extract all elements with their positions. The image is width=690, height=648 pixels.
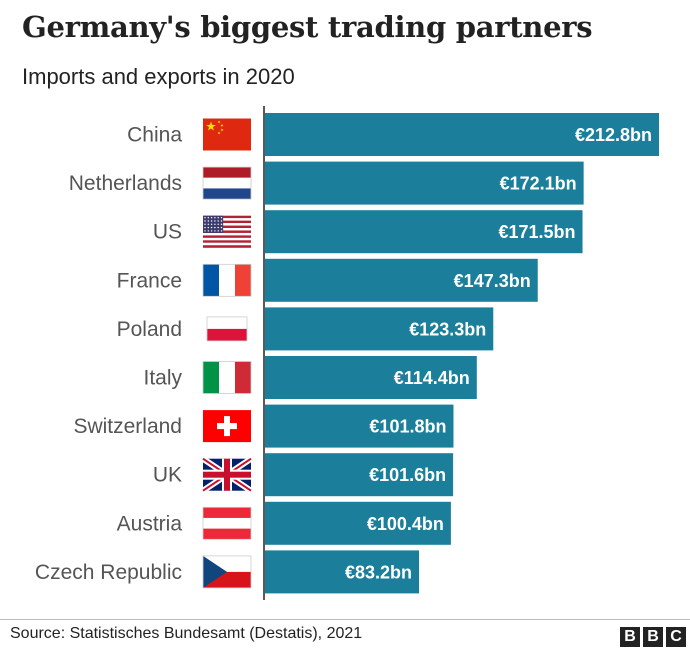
- category-label: China: [127, 124, 182, 147]
- italy-flag-icon: [202, 361, 252, 394]
- us-flag-icon: [203, 215, 251, 248]
- value-label: €114.4bn: [394, 368, 470, 388]
- uk-flag-icon: [201, 456, 253, 494]
- bbc-logo: B B C: [620, 627, 686, 647]
- category-label: Czech Republic: [35, 561, 182, 584]
- value-label: €123.3bn: [409, 319, 486, 339]
- value-label: €100.4bn: [367, 514, 444, 534]
- value-label: €171.5bn: [498, 222, 575, 242]
- bbc-logo-letter: B: [620, 627, 640, 647]
- netherlands-flag-icon: [202, 166, 252, 200]
- bar: [265, 161, 584, 205]
- value-label: €101.8bn: [369, 417, 446, 437]
- footer-divider: [0, 619, 690, 620]
- source-note: Source: Statistisches Bundesamt (Destati…: [10, 625, 363, 642]
- china-flag-icon: [203, 118, 251, 151]
- value-label: €147.3bn: [454, 271, 531, 291]
- category-label: Austria: [117, 512, 183, 535]
- value-label: €83.2bn: [345, 562, 412, 582]
- category-label: Italy: [143, 367, 182, 390]
- bar: [265, 453, 454, 497]
- bar: [265, 210, 583, 254]
- value-label: €101.6bn: [369, 465, 446, 485]
- category-label: Poland: [117, 318, 182, 341]
- category-label: UK: [153, 464, 182, 487]
- bar: [265, 404, 454, 448]
- bar: [265, 501, 451, 545]
- austria-flag-icon: [202, 506, 252, 540]
- france-flag-icon: [202, 263, 252, 297]
- bbc-logo-letter: C: [666, 627, 686, 647]
- bar: [265, 550, 420, 594]
- poland-flag-icon: [206, 316, 248, 342]
- category-label: Switzerland: [73, 415, 182, 438]
- chart-title: Germany's biggest trading partners: [22, 10, 593, 44]
- bar-chart: China €212.8bn Netherlands €172.1bn US €171.5…: [35, 106, 659, 600]
- bar: [265, 258, 538, 302]
- switzerland-flag-icon: [203, 410, 251, 443]
- bar: [265, 356, 477, 399]
- bar: [265, 113, 659, 156]
- czech-republic-flag-icon: [202, 555, 252, 589]
- category-label: US: [153, 221, 182, 244]
- bar: [265, 307, 494, 351]
- category-label: France: [117, 269, 182, 292]
- value-label: €172.1bn: [500, 174, 577, 194]
- value-label: €212.8bn: [575, 125, 652, 145]
- chart-subtitle: Imports and exports in 2020: [22, 64, 295, 89]
- category-label: Netherlands: [69, 172, 182, 195]
- bbc-logo-letter: B: [643, 627, 663, 647]
